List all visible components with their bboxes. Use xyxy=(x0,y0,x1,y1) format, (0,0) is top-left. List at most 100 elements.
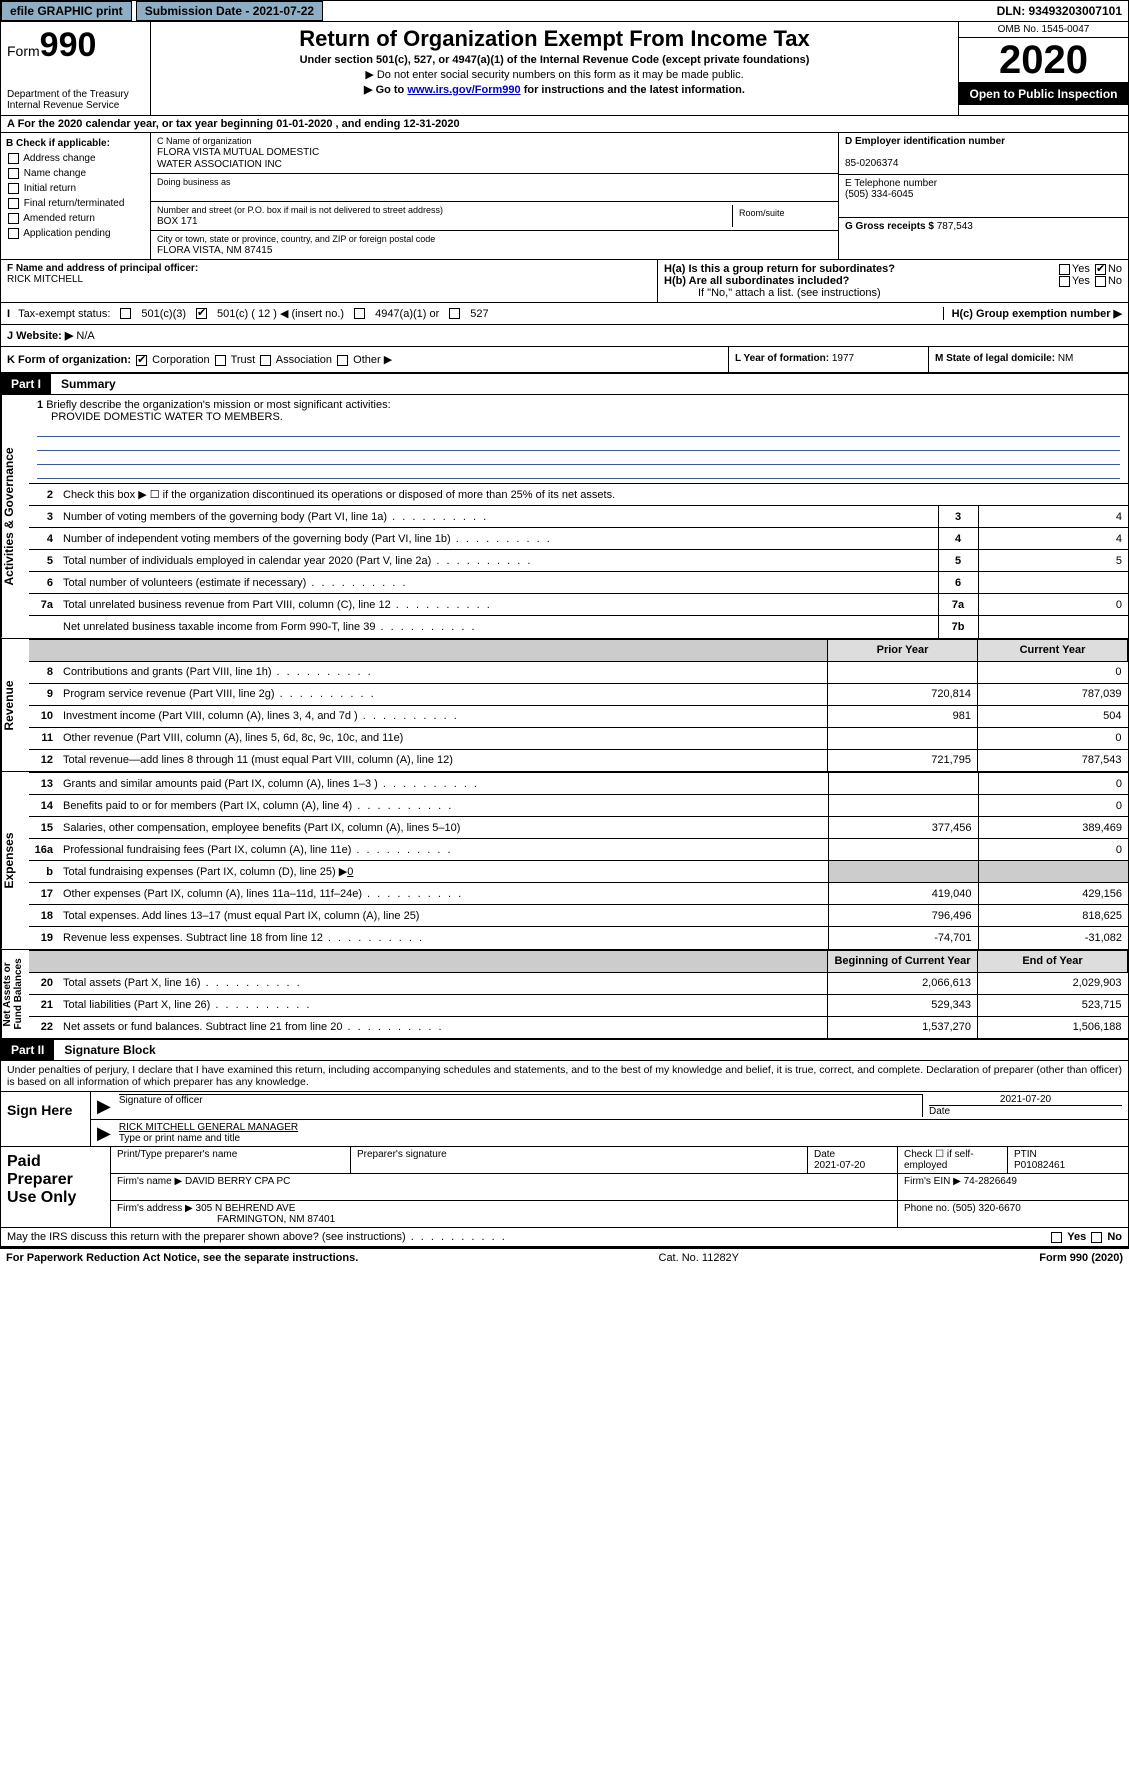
line-10-text: Investment income (Part VIII, column (A)… xyxy=(63,710,358,722)
no-label-2: No xyxy=(1108,275,1122,287)
check-assoc[interactable] xyxy=(260,355,271,366)
col-current-year: Current Year xyxy=(978,639,1128,661)
phone-label: E Telephone number xyxy=(845,178,937,189)
line-12-text: Total revenue—add lines 8 through 11 (mu… xyxy=(63,754,453,766)
check-app-pending[interactable] xyxy=(8,228,19,239)
discuss-text: May the IRS discuss this return with the… xyxy=(7,1231,406,1243)
check-final-return[interactable] xyxy=(8,198,19,209)
open-inspection-badge: Open to Public Inspection xyxy=(959,83,1128,105)
line-17-text: Other expenses (Part IX, column (A), lin… xyxy=(63,888,362,900)
hb-no[interactable] xyxy=(1095,276,1106,287)
street-label: Number and street (or P.O. box if mail i… xyxy=(157,205,732,215)
check-501c[interactable] xyxy=(196,308,207,319)
domicile: NM xyxy=(1058,353,1074,364)
mission-block: 1 Briefly describe the organization's mi… xyxy=(29,395,1128,483)
yes-label: Yes xyxy=(1072,263,1090,275)
mission-text: PROVIDE DOMESTIC WATER TO MEMBERS. xyxy=(37,411,283,423)
line-16b-val: 0 xyxy=(347,866,353,878)
line-7b-val xyxy=(978,616,1128,638)
header-right: OMB No. 1545-0047 2020 Open to Public In… xyxy=(958,22,1128,115)
part2-title: Signature Block xyxy=(54,1040,1128,1060)
sign-date: 2021-07-20 xyxy=(929,1094,1122,1105)
fgh-row: F Name and address of principal officer:… xyxy=(0,260,1129,303)
check-trust[interactable] xyxy=(215,355,226,366)
firm-name: DAVID BERRY CPA PC xyxy=(185,1176,290,1187)
check-4947[interactable] xyxy=(354,308,365,319)
col-prior-year: Prior Year xyxy=(828,639,978,661)
form-number: 990 xyxy=(40,26,97,64)
line-8-text: Contributions and grants (Part VIII, lin… xyxy=(63,666,272,678)
line-16b-text: Total fundraising expenses (Part IX, col… xyxy=(63,866,347,878)
opt-501c3: 501(c)(3) xyxy=(141,308,186,320)
line-21-text: Total liabilities (Part X, line 26) xyxy=(63,999,210,1011)
line-19-text: Revenue less expenses. Subtract line 18 … xyxy=(63,932,323,944)
line-8-curr: 0 xyxy=(978,661,1128,683)
opt-501c: 501(c) ( 12 ) ◀ (insert no.) xyxy=(217,307,344,320)
h-c-label: H(c) Group exemption number ▶ xyxy=(952,308,1122,320)
line-10-curr: 504 xyxy=(978,705,1128,727)
header-left: Form990 Department of the Treasury Inter… xyxy=(1,22,151,115)
line-5-text: Total number of individuals employed in … xyxy=(63,555,431,567)
opt-initial-return: Initial return xyxy=(24,183,76,194)
check-initial-return[interactable] xyxy=(8,183,19,194)
line-22-begin: 1,537,270 xyxy=(828,1016,978,1038)
check-other[interactable] xyxy=(337,355,348,366)
check-name-change[interactable] xyxy=(8,168,19,179)
check-527[interactable] xyxy=(449,308,460,319)
opt-4947: 4947(a)(1) or xyxy=(375,308,439,320)
omb-number: OMB No. 1545-0047 xyxy=(959,22,1128,38)
part1-header: Part I Summary xyxy=(0,373,1129,395)
check-amended-return[interactable] xyxy=(8,213,19,224)
box-c-org-info: C Name of organization FLORA VISTA MUTUA… xyxy=(151,133,838,259)
arrow-icon: ▶ xyxy=(97,1096,111,1117)
activities-governance: Activities & Governance 1 Briefly descri… xyxy=(0,395,1129,639)
note2-pre: ▶ Go to xyxy=(364,84,407,96)
line-17-prior: 419,040 xyxy=(828,883,978,905)
hb-yes[interactable] xyxy=(1059,276,1070,287)
opt-527: 527 xyxy=(470,308,488,320)
box-h: H(a) Is this a group return for subordin… xyxy=(658,260,1128,302)
check-address-change[interactable] xyxy=(8,153,19,164)
firm-ein: 74-2826649 xyxy=(964,1176,1017,1187)
officer-label: F Name and address of principal officer: xyxy=(7,263,198,274)
line-18-curr: 818,625 xyxy=(978,905,1128,927)
check-501c3[interactable] xyxy=(120,308,131,319)
ha-no[interactable] xyxy=(1095,264,1106,275)
discuss-yes[interactable] xyxy=(1051,1232,1062,1243)
check-corp[interactable] xyxy=(136,355,147,366)
note2-post: for instructions and the latest informat… xyxy=(521,84,745,96)
prep-name-label: Print/Type preparer's name xyxy=(117,1149,237,1160)
line-13-text: Grants and similar amounts paid (Part IX… xyxy=(63,778,378,790)
year-formation: 1977 xyxy=(832,353,854,364)
line-20-begin: 2,066,613 xyxy=(828,972,978,994)
line-12-curr: 787,543 xyxy=(978,749,1128,771)
arrow-icon-2: ▶ xyxy=(97,1123,111,1144)
paid-preparer-block: Paid Preparer Use Only Print/Type prepar… xyxy=(0,1147,1129,1228)
line-14-text: Benefits paid to or for members (Part IX… xyxy=(63,800,352,812)
sign-date-label: Date xyxy=(929,1105,1122,1117)
domicile-label: M State of legal domicile: xyxy=(935,353,1055,364)
ssn-note: ▶ Do not enter social security numbers o… xyxy=(157,68,952,81)
line-16a-prior xyxy=(828,839,978,861)
officer-name: RICK MITCHELL xyxy=(7,274,83,285)
ha-yes[interactable] xyxy=(1059,264,1070,275)
org-name-label: C Name of organization xyxy=(157,136,832,146)
ein-value: 85-0206374 xyxy=(845,158,898,169)
line-20-end: 2,029,903 xyxy=(978,972,1128,994)
line-3-val: 4 xyxy=(978,506,1128,528)
line-14-curr: 0 xyxy=(978,795,1128,817)
instructions-link[interactable]: www.irs.gov/Form990 xyxy=(407,84,520,96)
self-employed-check[interactable]: Check ☐ if self-employed xyxy=(904,1149,974,1171)
efile-button[interactable]: efile GRAPHIC print xyxy=(1,1,132,21)
box-b-checklist: B Check if applicable: Address change Na… xyxy=(1,133,151,259)
form-header: Form990 Department of the Treasury Inter… xyxy=(0,22,1129,116)
line-11-curr: 0 xyxy=(978,727,1128,749)
footer: For Paperwork Reduction Act Notice, see … xyxy=(0,1247,1129,1267)
line-15-curr: 389,469 xyxy=(978,817,1128,839)
line-7b-text: Net unrelated business taxable income fr… xyxy=(63,621,375,633)
website-label: J Website: ▶ xyxy=(7,330,73,342)
opt-final-return: Final return/terminated xyxy=(24,198,125,209)
line-3-text: Number of voting members of the governin… xyxy=(63,511,387,523)
line-11-text: Other revenue (Part VIII, column (A), li… xyxy=(63,732,403,744)
discuss-no[interactable] xyxy=(1091,1232,1102,1243)
